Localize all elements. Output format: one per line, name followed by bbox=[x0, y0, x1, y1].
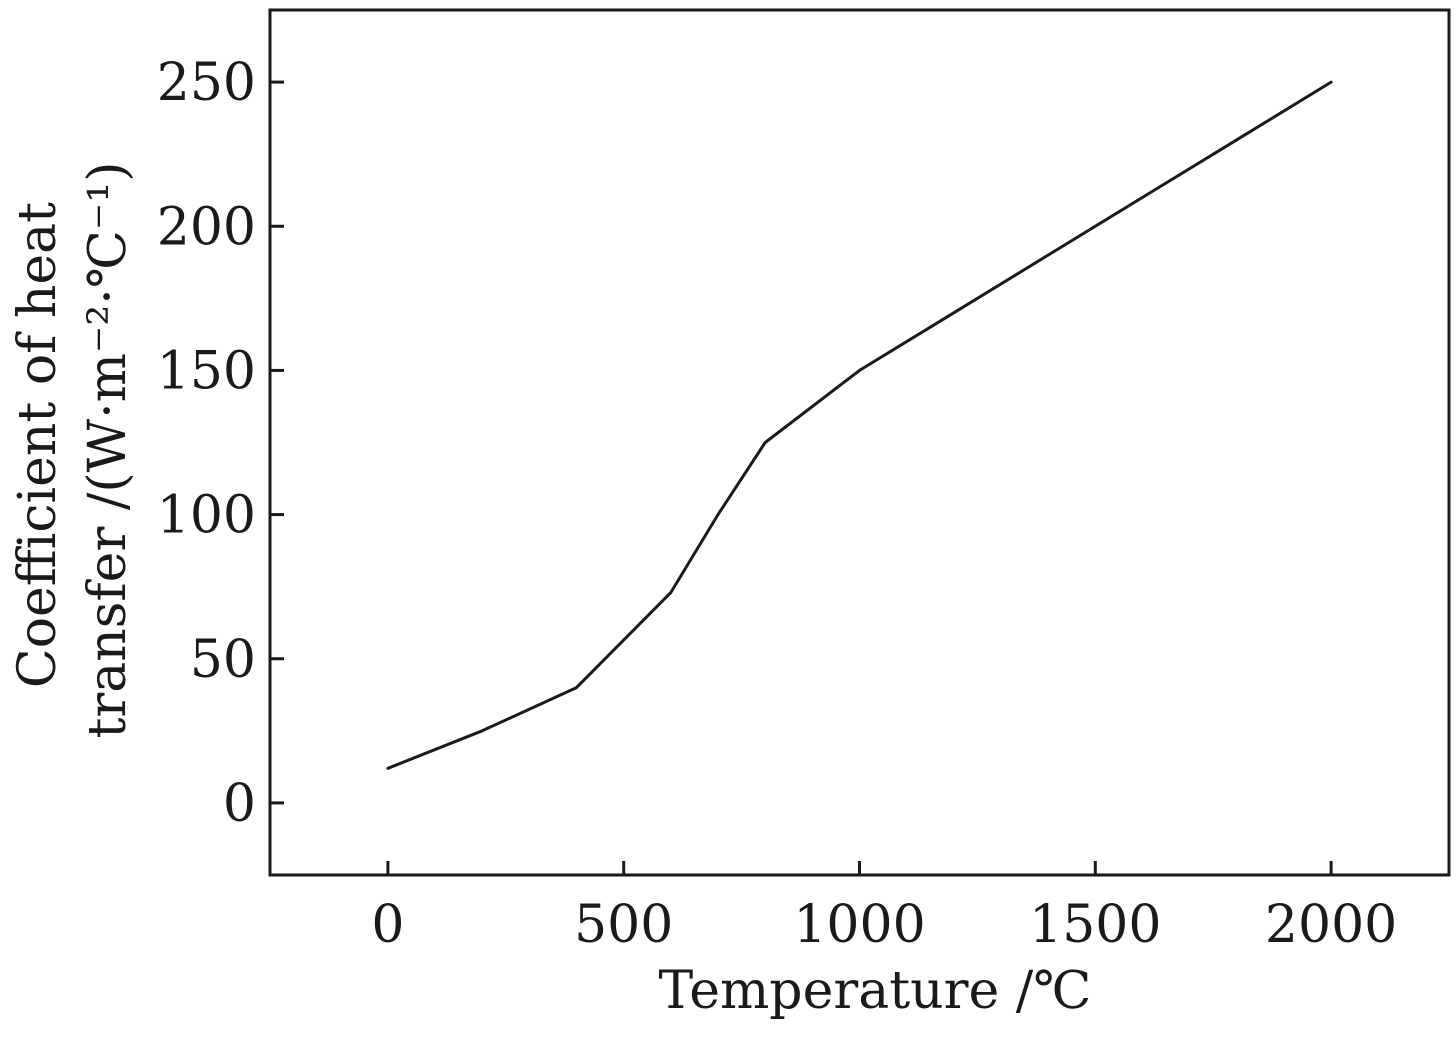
y-axis-title-line1: Coefficient of heat bbox=[8, 202, 68, 688]
y-tick-label: 100 bbox=[157, 486, 256, 546]
y-axis-title-line2: transfer /(W·m⁻²·℃⁻¹) bbox=[78, 161, 138, 738]
y-tick-label: 50 bbox=[190, 630, 256, 690]
y-tick-label: 0 bbox=[223, 774, 256, 834]
x-axis-title: Temperature /℃ bbox=[659, 961, 1092, 1021]
x-tick-label: 500 bbox=[574, 895, 673, 955]
x-ticks: 0 500 1000 1500 2000 bbox=[371, 861, 1397, 955]
y-ticks: 0 50 100 150 200 250 bbox=[157, 53, 284, 834]
x-tick-label: 1500 bbox=[1029, 895, 1161, 955]
x-tick-label: 1000 bbox=[793, 895, 925, 955]
series-line-0 bbox=[386, 80, 1333, 770]
y-tick-label: 150 bbox=[157, 341, 256, 401]
x-tick-label: 0 bbox=[371, 895, 404, 955]
series-layer bbox=[386, 80, 1333, 770]
y-tick-label: 200 bbox=[157, 197, 256, 257]
y-tick-label: 250 bbox=[157, 53, 256, 113]
x-tick-label: 2000 bbox=[1265, 895, 1397, 955]
